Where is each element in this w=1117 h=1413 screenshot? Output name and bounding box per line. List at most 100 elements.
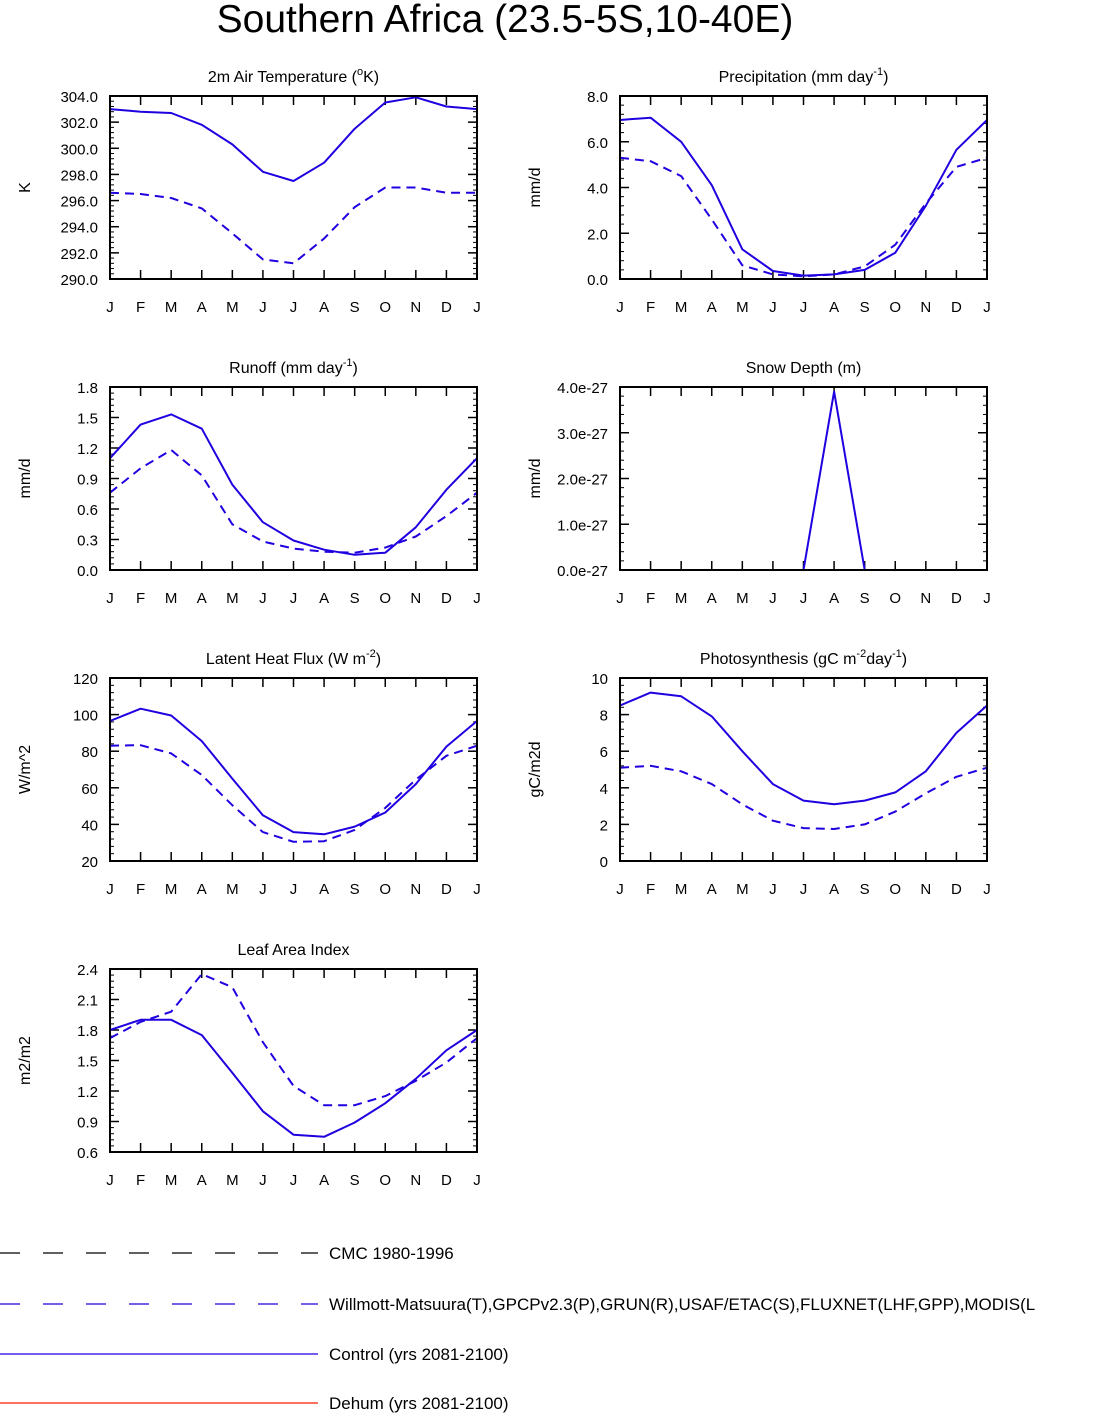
chart-title: Photosynthesis (gC m-2day-1) xyxy=(700,648,907,668)
y-tick-label: 120 xyxy=(73,671,98,688)
y-axis-label: mm/d xyxy=(17,459,34,499)
x-tick-label: S xyxy=(350,299,360,316)
x-tick-label: N xyxy=(410,881,421,898)
title-superscript: -1 xyxy=(873,66,883,78)
title-text: Leaf Area Index xyxy=(237,942,349,959)
y-tick-label: 4 xyxy=(600,781,608,798)
title-text: ) xyxy=(902,651,907,668)
x-tick-label: A xyxy=(197,881,207,898)
y-tick-label: 1.2 xyxy=(77,1084,98,1101)
x-tick-label: S xyxy=(350,1172,360,1189)
x-tick-label: A xyxy=(319,590,329,607)
x-tick-label: J xyxy=(259,881,267,898)
x-tick-label: J xyxy=(106,299,114,316)
series-line-observed xyxy=(109,449,478,554)
title-text: Latent Heat Flux (W m xyxy=(206,651,366,668)
x-tick-label: J xyxy=(290,1172,298,1189)
x-tick-label: J xyxy=(616,299,624,316)
y-tick-label: 10 xyxy=(591,671,608,688)
title-superscript: -1 xyxy=(343,357,353,369)
x-tick-label: O xyxy=(379,299,391,316)
x-tick-label: A xyxy=(197,590,207,607)
y-tick-label: 1.8 xyxy=(77,380,98,397)
x-tick-label: A xyxy=(707,590,717,607)
x-tick-label: S xyxy=(860,299,870,316)
x-tick-label: S xyxy=(860,590,870,607)
y-tick-label: 2.1 xyxy=(77,993,98,1010)
title-text: ) xyxy=(883,69,888,86)
chart-title: 2m Air Temperature (oK) xyxy=(208,66,379,86)
series-line-observed xyxy=(619,764,988,830)
x-tick-label: A xyxy=(829,881,839,898)
x-tick-label: M xyxy=(736,299,749,316)
x-tick-label: M xyxy=(675,881,688,898)
x-tick-label: J xyxy=(800,299,808,316)
x-tick-label: J xyxy=(983,299,991,316)
x-tick-label: O xyxy=(889,299,901,316)
x-tick-label: O xyxy=(889,881,901,898)
x-tick-label: J xyxy=(983,590,991,607)
y-tick-label: 100 xyxy=(73,708,98,725)
x-tick-label: M xyxy=(226,881,239,898)
series-line-control xyxy=(109,1018,478,1138)
x-tick-label: A xyxy=(829,590,839,607)
x-tick-label: M xyxy=(675,299,688,316)
x-tick-label: N xyxy=(410,299,421,316)
title-text: Snow Depth (m) xyxy=(746,360,862,377)
y-tick-label: 298.0 xyxy=(60,167,98,184)
y-tick-label: 302.0 xyxy=(60,115,98,132)
x-tick-label: F xyxy=(646,881,655,898)
y-tick-label: 2.4 xyxy=(77,962,98,979)
x-tick-label: D xyxy=(951,590,962,607)
y-tick-label: 40 xyxy=(81,817,98,834)
y-tick-label: 3.0e-27 xyxy=(557,426,608,443)
title-text: Runoff (mm day xyxy=(229,360,343,377)
y-tick-label: 1.5 xyxy=(77,411,98,428)
series-line-control xyxy=(109,707,478,836)
series-line-control xyxy=(619,116,988,277)
y-tick-label: 304.0 xyxy=(60,89,98,106)
series-line-control xyxy=(620,390,987,571)
y-tick-label: 300.0 xyxy=(60,141,98,158)
x-tick-label: M xyxy=(165,881,178,898)
x-tick-label: J xyxy=(259,1172,267,1189)
x-tick-label: M xyxy=(226,299,239,316)
title-text: day xyxy=(866,651,892,668)
series-line-observed xyxy=(109,744,478,843)
title-superscript: o xyxy=(357,66,363,78)
x-tick-label: D xyxy=(951,881,962,898)
y-tick-label: 294.0 xyxy=(60,220,98,237)
x-tick-label: A xyxy=(829,299,839,316)
y-axis-label: mm/d xyxy=(527,459,544,499)
y-axis-label: m2/m2 xyxy=(17,1036,34,1085)
x-tick-label: N xyxy=(410,1172,421,1189)
chart-panel-3: Runoff (mm day-1) 0.0 0.3 0.6 0.9 1.2 1.5 1.8 J F… xyxy=(17,357,481,607)
series-line-control xyxy=(619,691,988,806)
title-text: K) xyxy=(363,69,379,86)
x-tick-label: M xyxy=(675,590,688,607)
chart-panel-1: 2m Air Temperature (oK) 290.0 292.0 294.0 29… xyxy=(17,66,481,316)
x-tick-label: A xyxy=(319,881,329,898)
chart-panel-5: Latent Heat Flux (W m-2) 20 40 60 80 100 120 J F… xyxy=(17,648,481,898)
y-tick-label: 0.0 xyxy=(77,563,98,580)
x-tick-label: J xyxy=(473,1172,481,1189)
x-tick-label: N xyxy=(920,881,931,898)
x-tick-label: J xyxy=(290,299,298,316)
x-tick-label: M xyxy=(736,590,749,607)
y-tick-label: 296.0 xyxy=(60,194,98,211)
x-tick-label: N xyxy=(410,590,421,607)
x-tick-label: M xyxy=(165,1172,178,1189)
plot-frame xyxy=(619,95,988,280)
x-tick-label: J xyxy=(616,881,624,898)
x-tick-label: J xyxy=(473,590,481,607)
y-tick-label: 20 xyxy=(81,854,98,871)
x-tick-label: O xyxy=(379,881,391,898)
x-tick-label: D xyxy=(441,299,452,316)
x-tick-label: S xyxy=(350,590,360,607)
x-tick-label: J xyxy=(106,1172,114,1189)
y-tick-label: 0.9 xyxy=(77,472,98,489)
y-tick-label: 0.6 xyxy=(77,502,98,519)
title-superscript: -2 xyxy=(366,648,376,660)
y-tick-label: 80 xyxy=(81,744,98,761)
legend-label: CMC 1980-1996 xyxy=(329,1244,454,1263)
